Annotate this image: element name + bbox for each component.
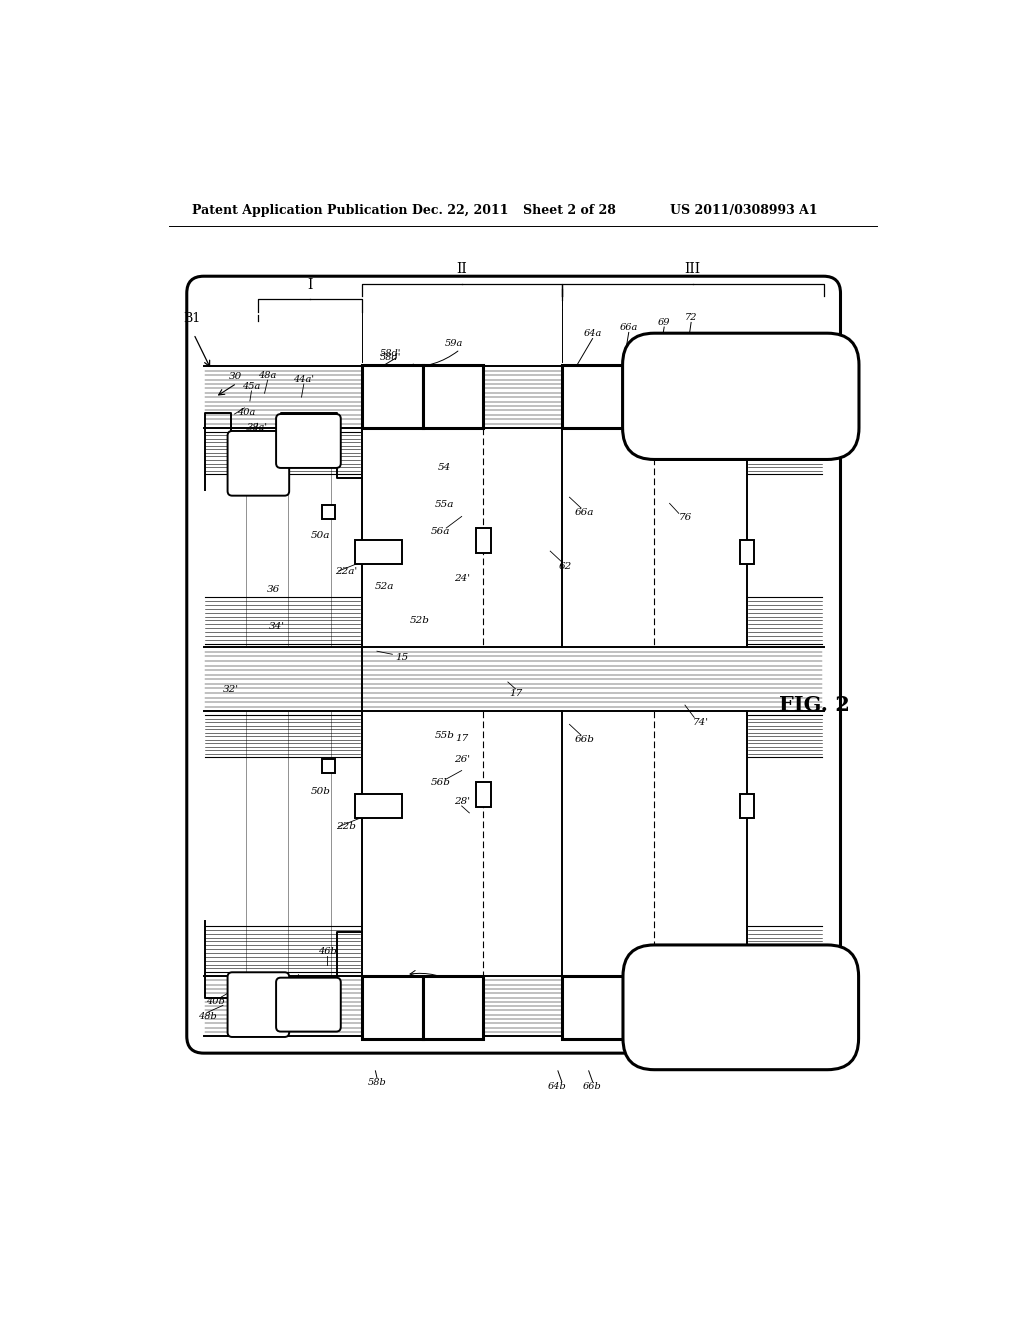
- Text: 66a: 66a: [620, 323, 638, 333]
- Text: 58e': 58e': [442, 392, 464, 401]
- Text: 52a: 52a: [375, 582, 394, 591]
- Text: 76: 76: [678, 513, 691, 523]
- Text: 58d': 58d': [380, 352, 401, 362]
- Text: 66b: 66b: [584, 1082, 602, 1090]
- Text: 45b: 45b: [242, 1022, 261, 1031]
- Text: 17: 17: [455, 734, 468, 743]
- Text: 55a: 55a: [435, 500, 455, 510]
- Text: 58b: 58b: [368, 1078, 386, 1086]
- Text: I: I: [307, 277, 312, 292]
- FancyBboxPatch shape: [227, 430, 289, 496]
- Text: 43b: 43b: [275, 983, 294, 993]
- Text: 26': 26': [454, 755, 470, 763]
- FancyBboxPatch shape: [623, 945, 858, 1069]
- Text: 58f': 58f': [443, 1002, 463, 1011]
- Text: 42a': 42a': [286, 424, 306, 433]
- Text: 64f': 64f': [671, 1002, 690, 1011]
- Text: 64a': 64a': [588, 392, 610, 401]
- Text: 55b: 55b: [435, 731, 455, 741]
- Bar: [322, 759, 336, 774]
- Text: 66b: 66b: [574, 735, 595, 744]
- Bar: [361, 364, 423, 428]
- Text: 74': 74': [692, 718, 709, 726]
- Text: 15: 15: [395, 653, 409, 661]
- Text: 56b: 56b: [431, 777, 451, 787]
- Text: III: III: [685, 263, 700, 276]
- Text: II: II: [457, 263, 467, 276]
- Text: 38a': 38a': [247, 424, 268, 433]
- Text: 30: 30: [229, 372, 243, 381]
- Text: 64d': 64d': [588, 1002, 610, 1011]
- Text: 56a: 56a: [431, 527, 451, 536]
- Text: 34': 34': [268, 622, 285, 631]
- FancyBboxPatch shape: [186, 276, 841, 1053]
- Text: 45a: 45a: [243, 381, 261, 391]
- Text: 22b: 22b: [336, 822, 356, 832]
- Text: 36: 36: [266, 585, 280, 594]
- Text: 22a': 22a': [335, 566, 357, 576]
- Text: 58d': 58d': [380, 348, 401, 358]
- Text: Sheet 2 of 28: Sheet 2 of 28: [523, 205, 616, 218]
- Text: 28': 28': [454, 797, 470, 805]
- Bar: [355, 540, 401, 564]
- Bar: [562, 977, 654, 1039]
- Text: 48a: 48a: [258, 371, 276, 380]
- Text: 64a: 64a: [584, 330, 602, 338]
- Bar: [475, 781, 490, 807]
- Text: 38b': 38b': [247, 979, 268, 989]
- Text: 50b: 50b: [311, 787, 331, 796]
- Text: 44b: 44b: [295, 1012, 313, 1022]
- Text: US 2011/0308993 A1: US 2011/0308993 A1: [670, 205, 817, 218]
- Text: Dec. 22, 2011: Dec. 22, 2011: [412, 205, 508, 218]
- Text: 59a: 59a: [444, 339, 463, 348]
- Bar: [423, 364, 483, 428]
- Text: 58d': 58d': [380, 995, 401, 1005]
- Text: 70a': 70a': [719, 391, 740, 399]
- Text: 43a': 43a': [274, 420, 295, 429]
- Text: 17: 17: [509, 689, 522, 698]
- Bar: [361, 977, 423, 1039]
- Text: Patent Application Publication: Patent Application Publication: [193, 205, 408, 218]
- Text: 48b: 48b: [199, 1012, 217, 1022]
- Text: 64c': 64c': [670, 392, 691, 401]
- FancyBboxPatch shape: [276, 978, 341, 1032]
- Text: 52b: 52b: [410, 616, 429, 624]
- Bar: [475, 528, 490, 553]
- Text: 58d': 58d': [381, 1002, 403, 1011]
- Text: 58c': 58c': [381, 392, 403, 401]
- Text: 72: 72: [685, 313, 697, 322]
- Text: 54: 54: [438, 463, 452, 473]
- Text: FIG. 2: FIG. 2: [779, 696, 850, 715]
- Text: 62: 62: [559, 562, 572, 572]
- Text: 64b: 64b: [548, 1082, 566, 1090]
- Bar: [562, 364, 654, 428]
- FancyBboxPatch shape: [276, 414, 341, 469]
- Text: 32': 32': [223, 685, 239, 694]
- Text: 70b': 70b': [718, 1002, 741, 1011]
- Text: 72: 72: [651, 975, 664, 985]
- Text: 24': 24': [454, 574, 470, 582]
- Bar: [740, 793, 755, 818]
- Text: 46b: 46b: [317, 946, 336, 956]
- Text: 44a': 44a': [293, 375, 314, 384]
- Text: 69: 69: [622, 982, 634, 990]
- Text: 69: 69: [658, 318, 671, 327]
- Text: 50a: 50a: [311, 531, 331, 540]
- Text: 42b': 42b': [286, 983, 307, 993]
- Bar: [322, 504, 336, 519]
- FancyBboxPatch shape: [623, 333, 859, 459]
- Text: 59b: 59b: [444, 987, 463, 997]
- Text: B1: B1: [183, 313, 200, 326]
- Bar: [355, 793, 401, 818]
- Text: 40b: 40b: [206, 997, 224, 1006]
- Text: 46a': 46a': [316, 454, 338, 463]
- FancyBboxPatch shape: [227, 973, 289, 1038]
- Text: 66a: 66a: [575, 508, 595, 517]
- Bar: [423, 977, 483, 1039]
- Bar: [740, 540, 755, 564]
- Text: 40a: 40a: [237, 408, 255, 417]
